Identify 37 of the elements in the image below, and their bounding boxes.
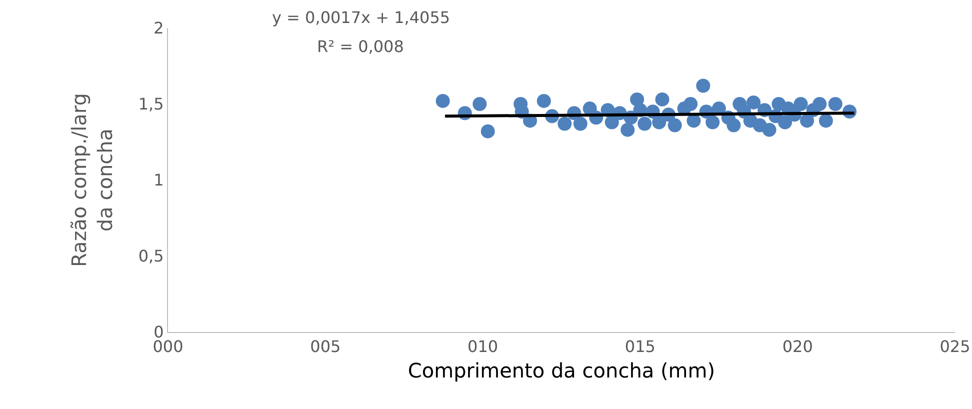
point bbox=[794, 97, 808, 111]
x-tick-label: 010 bbox=[468, 337, 498, 356]
point bbox=[706, 115, 720, 130]
point bbox=[573, 116, 588, 131]
point bbox=[828, 97, 842, 111]
point bbox=[668, 118, 682, 132]
point bbox=[536, 94, 551, 108]
y-tick-label: 2 bbox=[154, 18, 164, 38]
text: y = 0,0017x + 1,4055 bbox=[272, 8, 450, 27]
point bbox=[652, 115, 666, 130]
y-tick-label: 1 bbox=[154, 170, 164, 190]
point bbox=[620, 122, 635, 137]
x-tick-label: 025 bbox=[940, 337, 970, 356]
x-tick-label: 015 bbox=[624, 337, 656, 356]
y-tick-label: 1,5 bbox=[138, 94, 164, 114]
x-tick-label: 020 bbox=[782, 337, 813, 356]
point bbox=[638, 116, 652, 131]
point bbox=[436, 94, 450, 108]
point bbox=[472, 97, 487, 111]
point bbox=[684, 97, 698, 111]
point bbox=[696, 78, 710, 93]
point bbox=[480, 124, 495, 138]
x-axis-title: Comprimento da concha (mm) bbox=[408, 358, 716, 383]
annotation: R² = 0,008 bbox=[317, 37, 404, 56]
x-tick-label: 005 bbox=[310, 337, 341, 356]
point bbox=[726, 118, 741, 132]
point bbox=[818, 114, 833, 128]
y-tick-label: 0,5 bbox=[138, 246, 164, 266]
point bbox=[746, 95, 761, 110]
y-axis-title: Razão comp./larg da concha bbox=[66, 93, 117, 267]
point bbox=[558, 116, 572, 131]
point bbox=[762, 122, 776, 137]
point bbox=[812, 97, 827, 111]
x-tick-label: 000 bbox=[152, 337, 184, 356]
point bbox=[655, 92, 670, 106]
point bbox=[778, 115, 792, 130]
point bbox=[800, 114, 814, 128]
